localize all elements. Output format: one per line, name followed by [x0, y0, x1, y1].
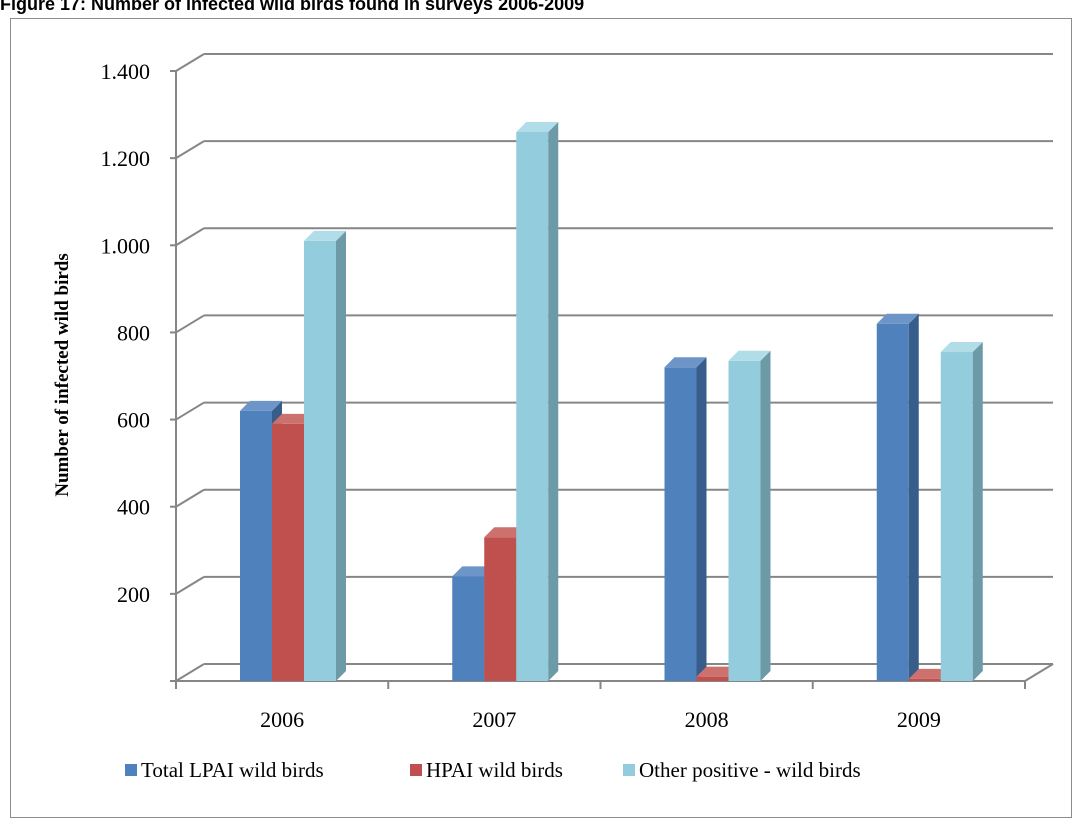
- x-tick-label: 2009: [897, 707, 941, 732]
- bar-front: [940, 352, 973, 681]
- gridline-diagonal: [175, 663, 205, 682]
- bar-front: [240, 410, 272, 681]
- bars: [240, 122, 983, 681]
- bar-top: [876, 313, 919, 324]
- bar-top: [240, 400, 282, 411]
- legend-swatch: [410, 764, 422, 776]
- bar-side: [760, 350, 771, 681]
- bar-side: [972, 342, 983, 681]
- bar-front: [728, 360, 761, 681]
- bar-side: [696, 357, 707, 681]
- y-axis-label: Number of infected wild birds: [52, 253, 73, 496]
- gridline-diagonal: [175, 53, 205, 72]
- bar: [876, 313, 919, 681]
- legend-swatch: [623, 764, 635, 776]
- bar-front: [876, 323, 909, 681]
- bar: [728, 350, 771, 681]
- bar-top: [908, 668, 951, 679]
- gridline-diagonal: [175, 140, 205, 159]
- bar-front: [516, 132, 549, 681]
- bar-front: [696, 676, 729, 681]
- y-tick-label: 600: [117, 408, 150, 433]
- tick-labels: 200 400 600 800 1.000 1.200 1.400 2006 2007 2008 2…: [101, 59, 941, 732]
- bar-front: [452, 576, 485, 681]
- gridline-diagonal: [175, 488, 205, 508]
- bar-front: [908, 678, 941, 681]
- bar-top: [940, 342, 983, 353]
- bar-side: [548, 122, 559, 681]
- legend: Total LPAI wild birds HPAI wild birds Othe…: [125, 758, 861, 782]
- bar-front: [272, 423, 304, 681]
- figure-title: Figure 17: Number of infected wild birds…: [0, 0, 585, 14]
- legend-label: HPAI wild birds: [426, 758, 563, 782]
- bar-top: [728, 350, 771, 361]
- legend-label: Total LPAI wild birds: [141, 758, 324, 782]
- bar-top: [484, 527, 527, 538]
- bar-side: [908, 313, 919, 681]
- x-tick-label: 2008: [685, 707, 729, 732]
- bar: [940, 342, 983, 681]
- y-tick-label: 800: [117, 320, 150, 345]
- bar-front: [664, 367, 697, 681]
- bar-top: [664, 357, 707, 368]
- bar: [516, 122, 559, 681]
- bar-top: [516, 122, 559, 132]
- y-tick-label: 1.200: [101, 146, 151, 171]
- bar: [664, 357, 707, 681]
- bar-top: [304, 230, 346, 241]
- legend-swatch: [125, 764, 137, 776]
- y-tick-label: 400: [117, 495, 150, 520]
- bar-front: [484, 537, 517, 681]
- bar-front: [304, 240, 336, 681]
- x-tick-label: 2007: [472, 707, 516, 732]
- bar: [304, 230, 346, 681]
- gridline-diagonal: [175, 314, 205, 334]
- x-tick-label: 2006: [260, 707, 304, 732]
- y-tick-label: 1.000: [101, 233, 151, 258]
- gridline-diagonal: [175, 576, 205, 595]
- bar-top: [452, 566, 495, 577]
- bar-side: [336, 230, 346, 681]
- floor-edge: [1024, 663, 1054, 682]
- gridline-diagonal: [175, 227, 205, 247]
- bar-top: [272, 413, 314, 424]
- bar-top: [696, 666, 739, 677]
- legend-label: Other positive - wild birds: [639, 758, 861, 782]
- y-tick-label: 200: [117, 582, 150, 607]
- y-tick-label: 1.400: [101, 59, 151, 84]
- gridline-diagonal: [175, 401, 205, 421]
